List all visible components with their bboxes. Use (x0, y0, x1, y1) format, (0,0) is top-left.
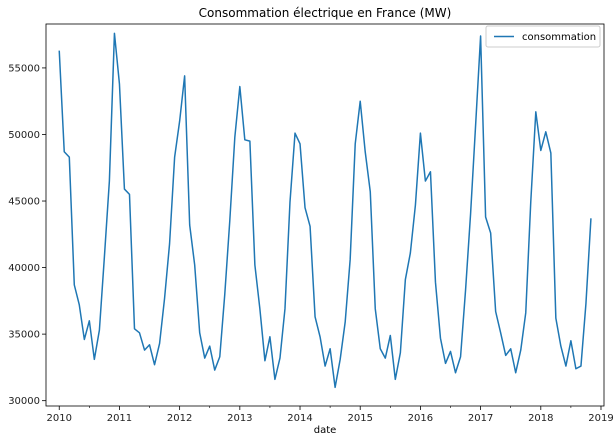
x-tick-label: 2019 (588, 413, 613, 424)
chart-title: Consommation électrique en France (MW) (199, 6, 452, 20)
x-tick-label: 2017 (468, 413, 493, 424)
y-tick-label: 50000 (8, 130, 40, 141)
x-tick-label: 2012 (167, 413, 192, 424)
x-tick-label: 2011 (107, 413, 132, 424)
plot-frame (45, 23, 605, 407)
x-tick-label: 2013 (227, 413, 252, 424)
plot-area (45, 23, 605, 407)
y-tick-label: 35000 (8, 330, 40, 341)
x-axis: 2010 2011 2012 2013 2014 2015 2016 2017 2018 2019 (47, 406, 614, 424)
x-tick-label: 2010 (47, 413, 72, 424)
legend: consommation (485, 25, 601, 48)
y-tick-label: 30000 (8, 396, 40, 407)
y-tick-label: 55000 (8, 63, 40, 74)
y-tick-label: 45000 (8, 197, 40, 208)
y-tick-label: 40000 (8, 263, 40, 274)
legend-entry-consommation: consommation (522, 32, 596, 43)
x-tick-label: 2015 (347, 413, 372, 424)
x-tick-label: 2014 (287, 413, 312, 424)
x-tick-label: 2016 (408, 413, 433, 424)
x-tick-label: 2018 (528, 413, 553, 424)
x-axis-label: date (314, 425, 337, 436)
series-line-consommation (58, 32, 592, 389)
y-axis: 30000 35000 40000 45000 50000 55000 (8, 63, 46, 407)
legend-box (485, 25, 601, 48)
